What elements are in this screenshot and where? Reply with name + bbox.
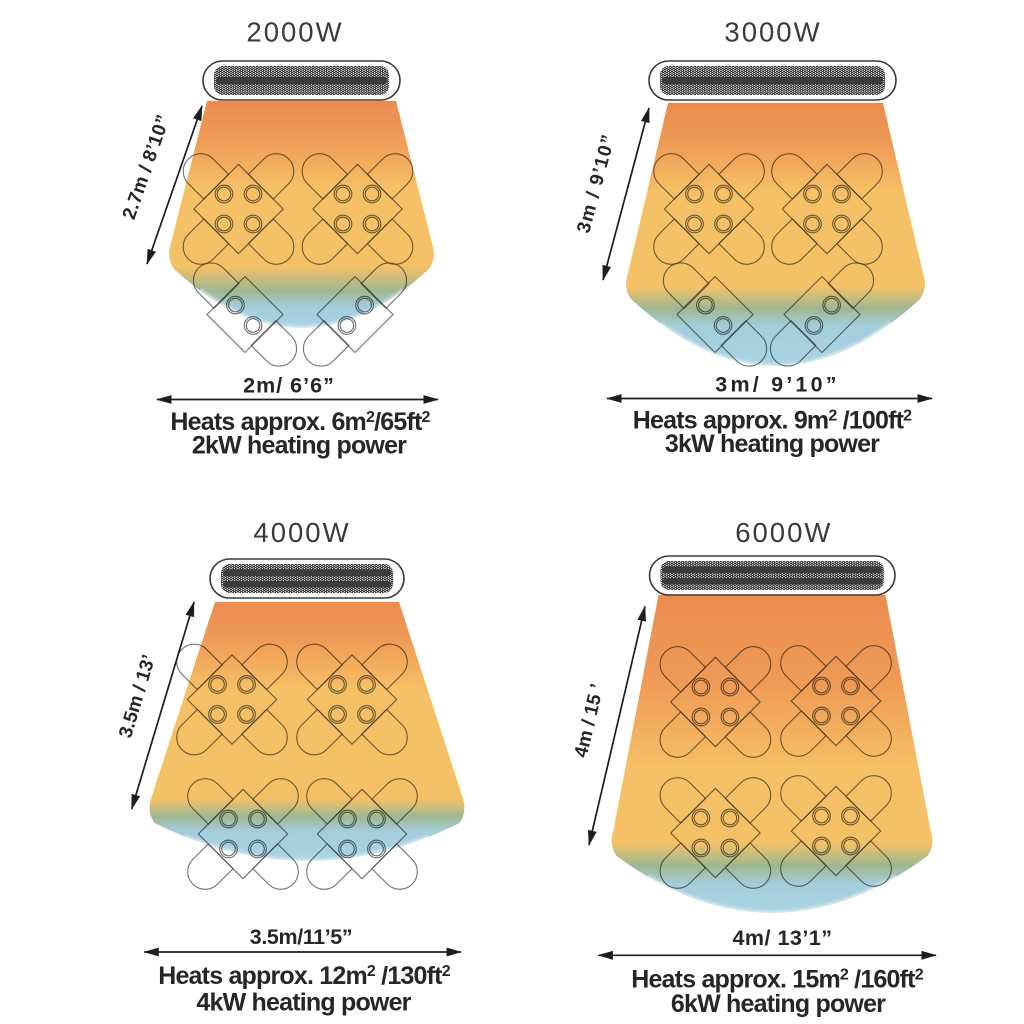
svg-text:4000W: 4000W	[253, 517, 350, 548]
svg-text:6kW heating power: 6kW heating power	[671, 990, 886, 1018]
svg-text:2kW heating power: 2kW heating power	[192, 432, 407, 460]
svg-text:Heats approx. 12m2 /130ft2: Heats approx. 12m2 /130ft2	[158, 962, 450, 990]
svg-text:4m / 15 ’: 4m / 15 ’	[571, 682, 609, 760]
svg-text:3000W: 3000W	[724, 17, 821, 48]
svg-text:3m / 9’10”: 3m / 9’10”	[573, 132, 620, 236]
svg-text:2m/ 6’6”: 2m/ 6’6”	[243, 374, 335, 398]
svg-text:3.5m / 13’: 3.5m / 13’	[115, 652, 160, 740]
svg-text:Heats approx. 6m2/65ft2: Heats approx. 6m2/65ft2	[170, 408, 430, 436]
svg-text:6000W: 6000W	[735, 517, 832, 548]
svg-text:Heats approx. 15m2 /160ft2: Heats approx. 15m2 /160ft2	[631, 966, 923, 994]
svg-text:4m/ 13’1”: 4m/ 13’1”	[732, 926, 832, 950]
svg-text:2000W: 2000W	[246, 17, 343, 48]
svg-text:2.7m / 8’10”: 2.7m / 8’10”	[119, 112, 175, 222]
svg-text:Heats approx. 9m2 /100ft2: Heats approx. 9m2 /100ft2	[633, 407, 912, 435]
svg-text:3m/ 9’10”: 3m/ 9’10”	[715, 373, 839, 397]
svg-text:3.5m/11’5”: 3.5m/11’5”	[250, 925, 352, 949]
svg-text:3kW heating power: 3kW heating power	[665, 430, 880, 458]
svg-text:4kW heating power: 4kW heating power	[196, 989, 411, 1017]
